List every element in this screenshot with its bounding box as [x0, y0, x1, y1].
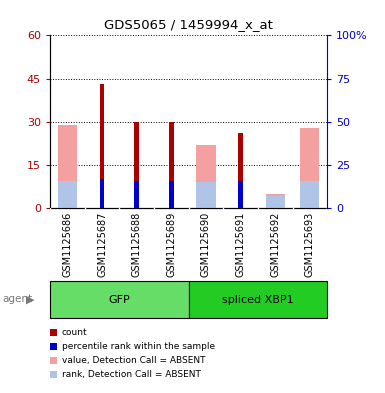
- Text: GSM1125686: GSM1125686: [62, 212, 72, 277]
- Bar: [100, 179, 104, 208]
- Text: GSM1125693: GSM1125693: [305, 212, 315, 277]
- Bar: [266, 196, 285, 208]
- Text: GSM1125688: GSM1125688: [132, 212, 142, 277]
- Text: GSM1125687: GSM1125687: [97, 212, 107, 277]
- Text: GSM1125692: GSM1125692: [270, 212, 280, 277]
- Text: percentile rank within the sample: percentile rank within the sample: [62, 342, 215, 351]
- Bar: [238, 181, 243, 208]
- Bar: [266, 194, 285, 208]
- Bar: [196, 182, 216, 208]
- Title: GDS5065 / 1459994_x_at: GDS5065 / 1459994_x_at: [104, 18, 273, 31]
- Bar: [238, 133, 243, 208]
- Text: count: count: [62, 328, 87, 336]
- Bar: [58, 125, 77, 208]
- Bar: [58, 181, 77, 208]
- Bar: [196, 145, 216, 208]
- Text: agent: agent: [2, 294, 32, 305]
- Text: GSM1125691: GSM1125691: [236, 212, 246, 277]
- Bar: [134, 181, 139, 208]
- Text: value, Detection Call = ABSENT: value, Detection Call = ABSENT: [62, 356, 205, 365]
- Bar: [100, 84, 104, 208]
- Bar: [189, 281, 327, 318]
- Bar: [300, 181, 320, 208]
- Text: GSM1125689: GSM1125689: [166, 212, 176, 277]
- Bar: [169, 181, 174, 208]
- Bar: [169, 122, 174, 208]
- Text: GSM1125690: GSM1125690: [201, 212, 211, 277]
- Bar: [134, 122, 139, 208]
- Text: ▶: ▶: [26, 294, 35, 305]
- Text: spliced XBP1: spliced XBP1: [222, 295, 294, 305]
- Text: GFP: GFP: [109, 295, 130, 305]
- Text: rank, Detection Call = ABSENT: rank, Detection Call = ABSENT: [62, 370, 201, 379]
- Bar: [50, 281, 189, 318]
- Bar: [300, 128, 320, 208]
